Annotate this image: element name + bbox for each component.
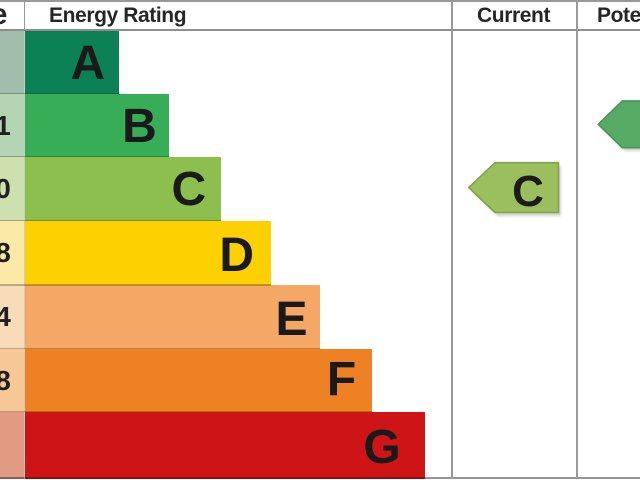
svg-text:C: C xyxy=(512,167,544,216)
